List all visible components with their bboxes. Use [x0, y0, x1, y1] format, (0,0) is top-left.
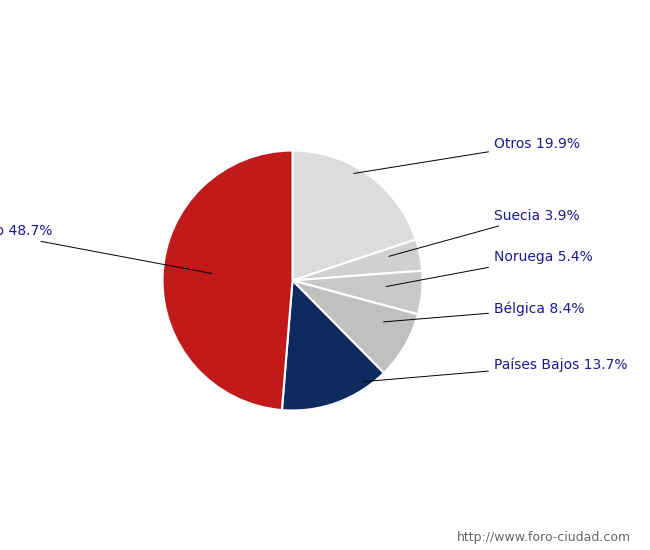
Text: http://www.foro-ciudad.com: http://www.foro-ciudad.com [456, 531, 630, 544]
Text: Bélgica 8.4%: Bélgica 8.4% [384, 302, 584, 322]
Wedge shape [292, 280, 418, 373]
Text: Noruega 5.4%: Noruega 5.4% [386, 250, 593, 287]
Wedge shape [282, 280, 384, 410]
Text: Reino Unido 48.7%: Reino Unido 48.7% [0, 224, 212, 273]
Text: Otros 19.9%: Otros 19.9% [354, 137, 580, 173]
Wedge shape [292, 240, 422, 280]
Text: Benijófar - Turistas extranjeros según país - Abril de 2024: Benijófar - Turistas extranjeros según p… [54, 17, 596, 35]
Wedge shape [162, 151, 292, 410]
Wedge shape [292, 151, 416, 280]
Text: Suecia 3.9%: Suecia 3.9% [389, 208, 580, 256]
Wedge shape [292, 271, 422, 315]
Text: Países Bajos 13.7%: Países Bajos 13.7% [363, 358, 627, 382]
